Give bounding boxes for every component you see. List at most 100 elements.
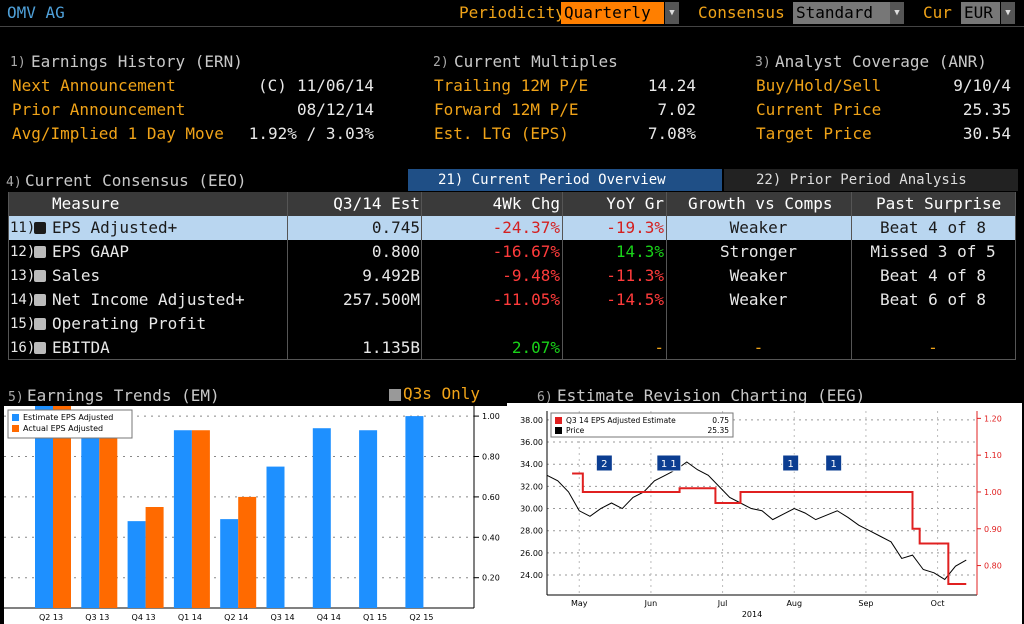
- measure-name[interactable]: Sales: [52, 266, 101, 285]
- measure-icon[interactable]: [34, 246, 46, 258]
- tab-prior-period[interactable]: 22) Prior Period Analysis (Q2/14): [724, 169, 1018, 210]
- legend-swatch: [12, 414, 19, 421]
- y-tick-label: 1.00: [482, 412, 500, 421]
- forward-pe-label: Forward 12M P/E: [434, 100, 579, 119]
- col-measure[interactable]: Measure: [52, 194, 120, 213]
- estimate-revision-title[interactable]: Estimate Revision Charting (EEG): [557, 386, 866, 405]
- measure-name[interactable]: EPS Adjusted+: [52, 218, 178, 237]
- table-row[interactable]: 11) EPS Adjusted+ 0.745 -24.37% -19.3% Weaker…: [8, 216, 1016, 240]
- section-title[interactable]: Analyst Coverage (ANR): [775, 52, 987, 71]
- actual-bar: [53, 406, 71, 608]
- ltg-label: Est. LTG (EPS): [434, 124, 569, 143]
- est-value: 9.492B: [362, 266, 420, 285]
- grid-line: [1015, 192, 1016, 360]
- col-yoy-gr[interactable]: YoY Gr: [606, 194, 664, 213]
- section-number: 4): [6, 175, 22, 190]
- periodicity-dropdown[interactable]: Quarterly: [561, 2, 664, 24]
- measure-icon[interactable]: [34, 342, 46, 354]
- price-line: [546, 461, 967, 581]
- actual-bar: [145, 507, 164, 608]
- comps-value: Weaker: [729, 290, 788, 309]
- left-tick-label: 24.00: [520, 571, 543, 580]
- surprise-value: Beat 6 of 8: [880, 290, 986, 309]
- col-4wk-chg[interactable]: 4Wk Chg: [492, 194, 560, 213]
- estimate-bar: [312, 428, 331, 608]
- chg-value: -11.05%: [492, 290, 560, 309]
- right-tick-label: 1.20: [984, 414, 1002, 423]
- estimate-bar: [35, 406, 53, 608]
- left-tick-label: 32.00: [520, 482, 543, 491]
- estimate-bar: [405, 416, 424, 608]
- surprise-value: Beat 4 of 8: [880, 218, 986, 237]
- grid-line: [666, 192, 667, 360]
- left-tick-label: 34.00: [520, 460, 543, 469]
- actual-bar: [191, 430, 210, 608]
- x-tick-label: Aug: [786, 599, 802, 608]
- revision-marker: [782, 454, 800, 472]
- measure-name[interactable]: EPS GAAP: [52, 242, 130, 261]
- legend-swatch: [555, 427, 562, 434]
- section-title[interactable]: Current Multiples: [454, 52, 618, 71]
- table-row[interactable]: 13) Sales 9.492B -9.48% -11.3% Weaker Beat 4 o…: [8, 264, 1016, 288]
- legend-label: Price: [566, 426, 585, 435]
- chevron-down-icon[interactable]: ▼: [890, 2, 904, 24]
- measure-name[interactable]: Operating Profit: [52, 314, 207, 333]
- currency-dropdown[interactable]: EUR: [961, 2, 1000, 24]
- chg-value: -24.37%: [492, 218, 560, 237]
- grid-line: [421, 192, 422, 360]
- x-tick-label: Q3 13: [85, 613, 109, 622]
- consensus-dropdown[interactable]: Standard: [793, 2, 890, 24]
- revision-marker-label: 1 1: [661, 459, 677, 470]
- surprise-value: -: [928, 338, 938, 357]
- earnings-trends-title[interactable]: Earnings Trends (EM): [27, 386, 220, 405]
- estimate-bar: [127, 521, 146, 608]
- checkbox-icon[interactable]: [389, 389, 401, 401]
- row-number: 12): [10, 244, 36, 260]
- estimate-bar: [266, 466, 285, 608]
- revision-marker: [595, 454, 613, 472]
- section-title[interactable]: Earnings History (ERN): [31, 52, 243, 71]
- tab-current-period[interactable]: 21) Current Period Overview (Q3/14): [408, 169, 722, 210]
- revision-marker: [656, 454, 682, 472]
- chevron-down-icon[interactable]: ▼: [665, 2, 679, 24]
- measure-name[interactable]: EBITDA: [52, 338, 110, 357]
- chg-value: 2.07%: [511, 338, 560, 357]
- actual-bar: [238, 496, 257, 608]
- row-number: 15): [10, 316, 36, 332]
- row-number: 11): [10, 220, 36, 236]
- x-tick-label: Q1 14: [178, 613, 202, 622]
- section-number: 5): [8, 390, 24, 405]
- chart-background: [507, 403, 1022, 624]
- chevron-down-icon[interactable]: ▼: [1001, 2, 1015, 24]
- actual-bar: [99, 416, 118, 608]
- q3s-only-toggle[interactable]: Q3s Only: [403, 384, 481, 403]
- legend-value: 0.75: [712, 416, 729, 425]
- grid-line: [562, 192, 563, 360]
- measure-icon[interactable]: [34, 270, 46, 282]
- right-tick-label: 1.00: [984, 488, 1002, 497]
- col-est[interactable]: Q3/14 Est: [333, 194, 420, 213]
- col-growth-comps[interactable]: Growth vs Comps: [688, 194, 833, 213]
- grid-line: [851, 192, 852, 360]
- measure-icon[interactable]: [34, 222, 46, 234]
- left-tick-label: 26.00: [520, 549, 543, 558]
- right-tick-label: 1.10: [984, 451, 1002, 460]
- year-label: 2014: [742, 610, 762, 619]
- y-tick-label: 0.20: [482, 574, 500, 583]
- table-row[interactable]: 14) Net Income Adjusted+ 257.500M -11.05% -1…: [8, 288, 1016, 312]
- table-row[interactable]: 16) EBITDA 1.135B 2.07% - - -: [8, 336, 1016, 360]
- consensus-title[interactable]: Current Consensus (EEO): [25, 171, 247, 190]
- trailing-pe-label: Trailing 12M P/E: [434, 76, 589, 95]
- section-number: 2): [433, 55, 449, 70]
- yoy-value: -14.5%: [606, 290, 664, 309]
- table-row[interactable]: 12) EPS GAAP 0.800 -16.67% 14.3% Stronger Miss…: [8, 240, 1016, 264]
- x-tick-label: Q2 14: [224, 613, 248, 622]
- chg-value: -16.67%: [492, 242, 560, 261]
- table-row[interactable]: 15) Operating Profit: [8, 312, 1016, 336]
- top-bar: OMV AG Periodicity Quarterly ▼ Consensus…: [0, 0, 1024, 27]
- est-value: 0.745: [371, 218, 420, 237]
- measure-icon[interactable]: [34, 318, 46, 330]
- measure-icon[interactable]: [34, 294, 46, 306]
- measure-name[interactable]: Net Income Adjusted+: [52, 290, 245, 309]
- col-past-surprise[interactable]: Past Surprise: [876, 194, 1002, 213]
